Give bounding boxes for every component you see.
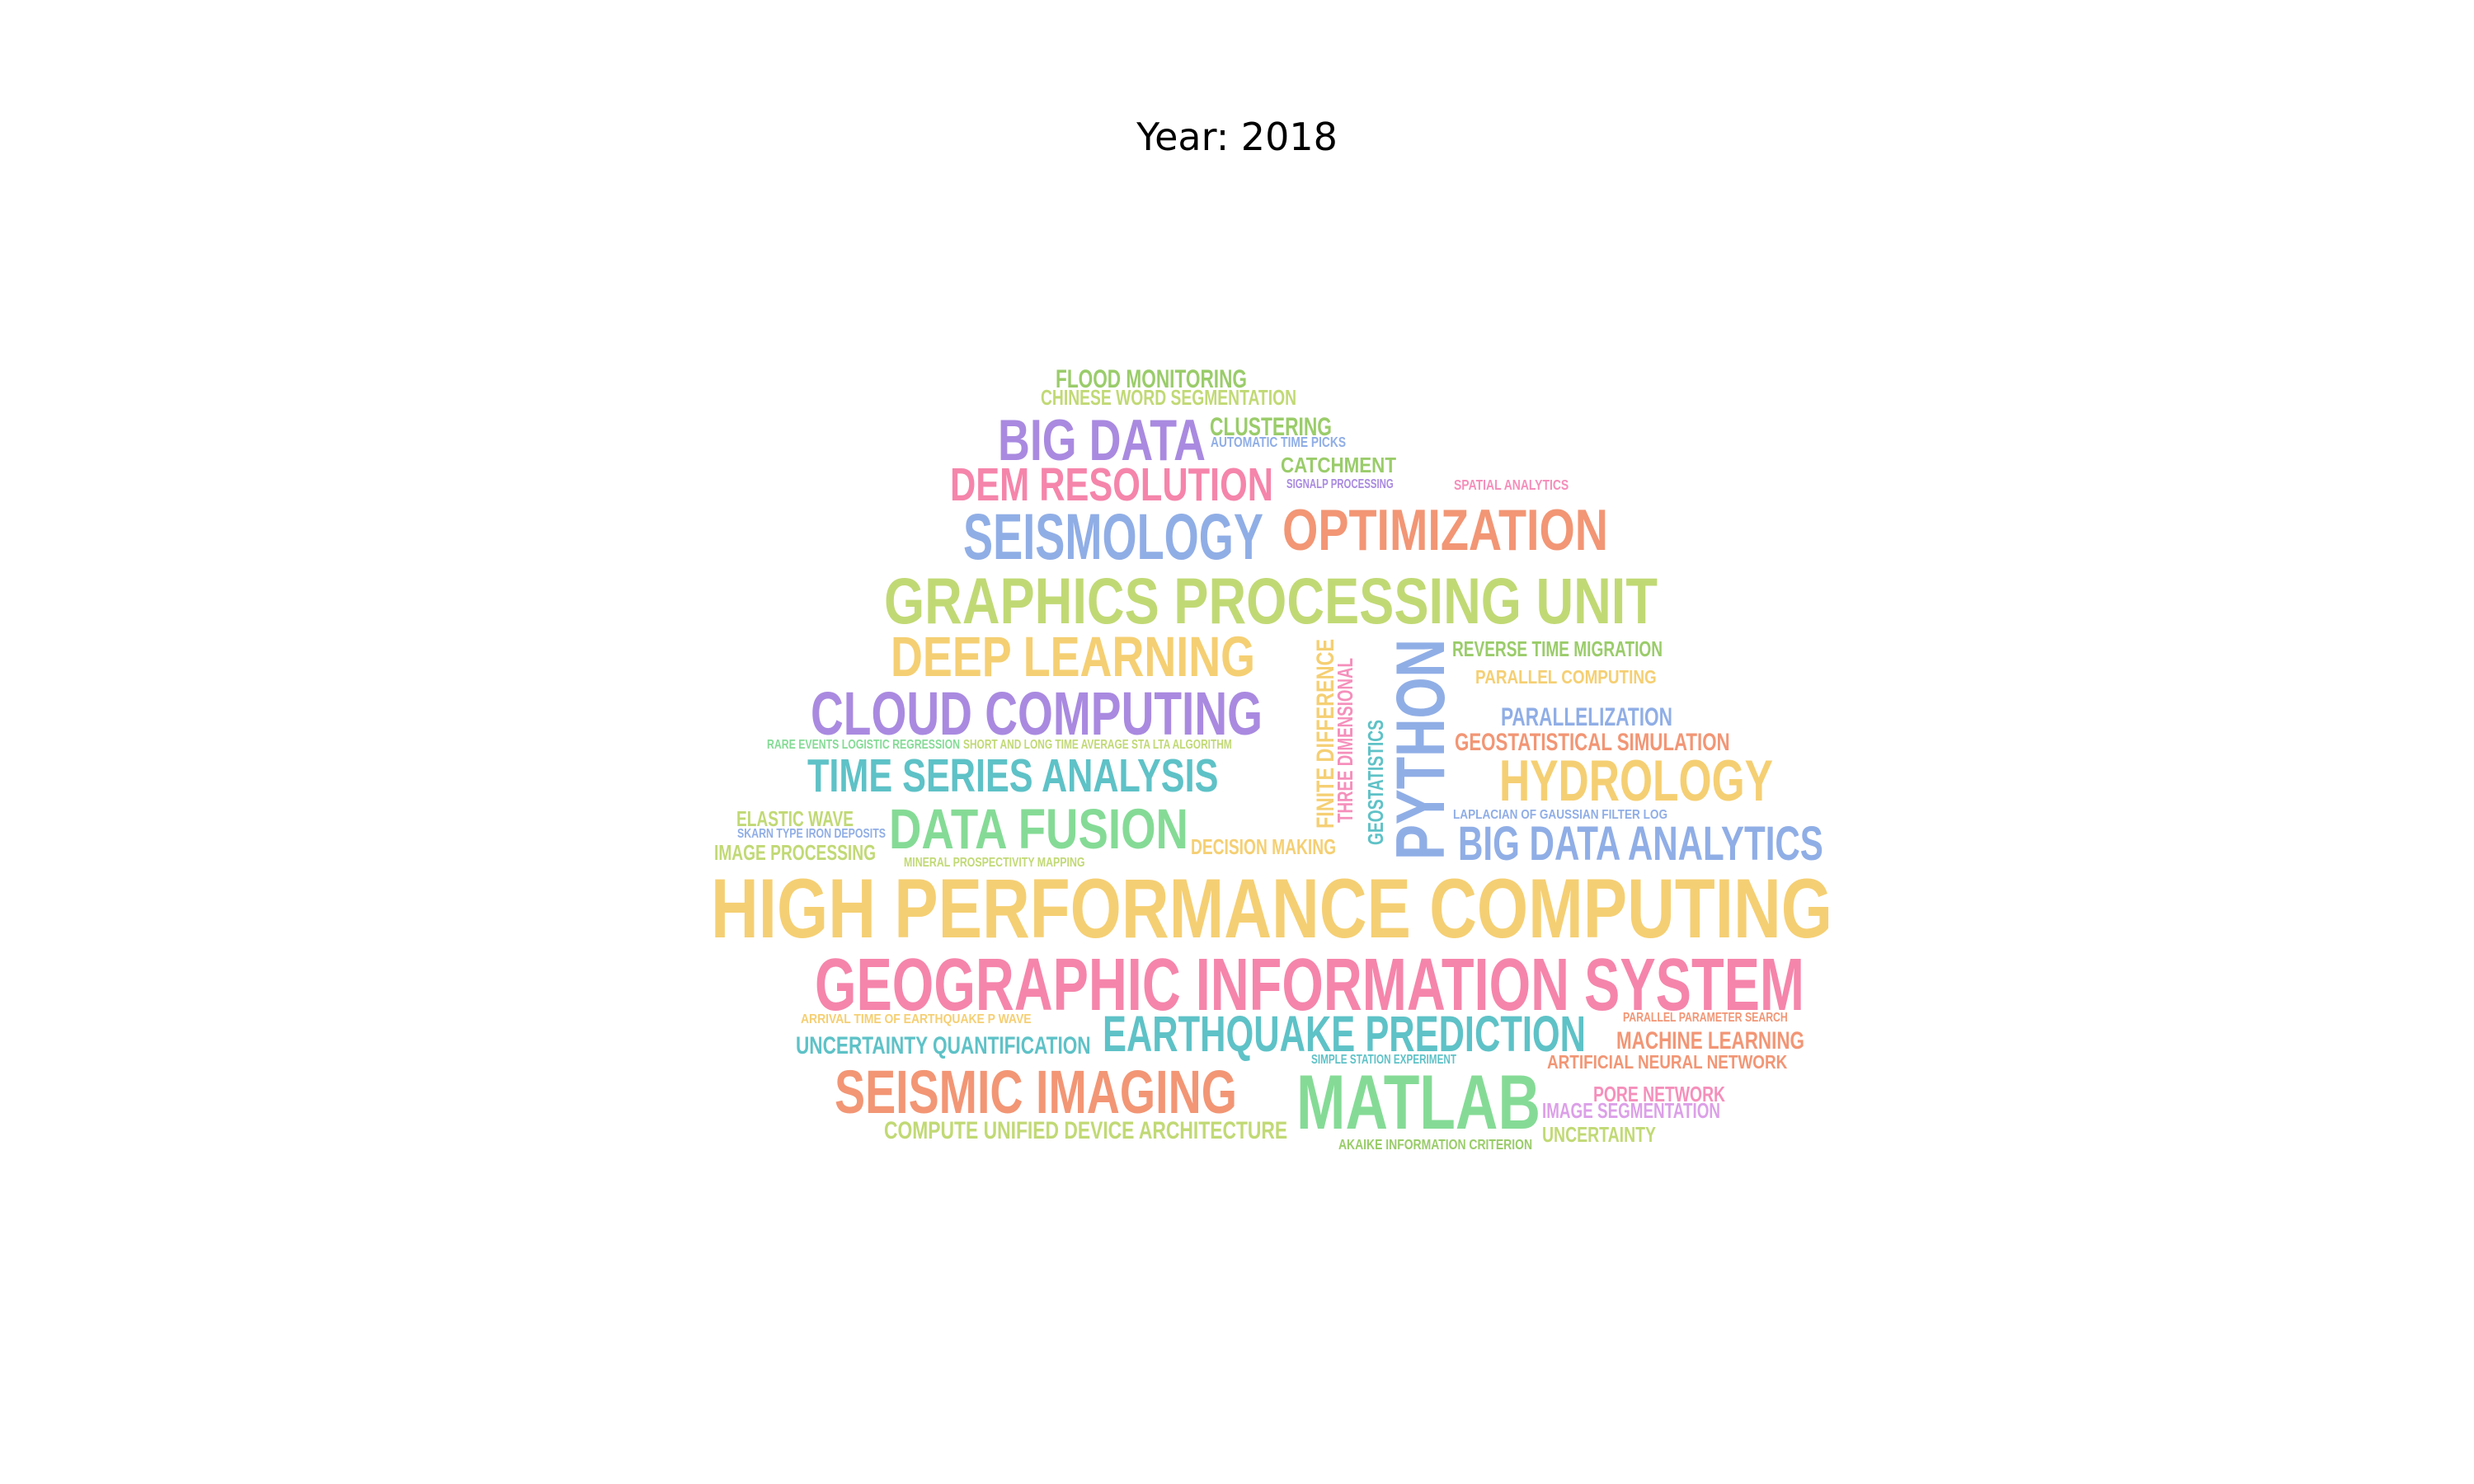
word-short-and-long-time-average-sta-lta-algorithm: SHORT AND LONG TIME AVERAGE STA LTA ALGO… (963, 738, 1232, 752)
word-earthquake-prediction: EARTHQUAKE PREDICTION (1103, 1006, 1587, 1062)
word-chinese-word-segmentation: CHINESE WORD SEGMENTATION (1041, 387, 1297, 410)
word-graphics-processing-unit: GRAPHICS PROCESSING UNIT (884, 565, 1658, 637)
word-compute-unified-device-architecture: COMPUTE UNIFIED DEVICE ARCHITECTURE (884, 1117, 1288, 1144)
word-clustering: CLUSTERING (1210, 412, 1333, 441)
word-pore-network: PORE NETWORK (1593, 1083, 1726, 1106)
word-big-data-analytics: BIG DATA ANALYTICS (1458, 817, 1823, 871)
word-optimization: OPTIMIZATION (1282, 497, 1609, 562)
word-parallelization: PARALLELIZATION (1501, 702, 1673, 731)
word-arrival-time-of-earthquake-p-wave: ARRIVAL TIME OF EARTHQUAKE P WAVE (801, 1012, 1032, 1026)
word-geostatistics: GEOSTATISTICS (1365, 719, 1388, 845)
word-laplacian-of-gaussian-filter-log: LAPLACIAN OF GAUSSIAN FILTER LOG (1453, 808, 1668, 822)
word-elastic-wave: ELASTIC WAVE (736, 808, 854, 831)
word-catchment: CATCHMENT (1281, 454, 1397, 477)
word-big-data: BIG DATA (998, 407, 1206, 472)
word-cloud-computing: CLOUD COMPUTING (811, 679, 1263, 748)
word-geostatistical-simulation: GEOSTATISTICAL SIMULATION (1455, 729, 1730, 756)
word-simple-station-experiment: SIMPLE STATION EXPERIMENT (1311, 1053, 1457, 1067)
word-data-fusion: DATA FUSION (889, 797, 1188, 861)
word-three-dimensional: THREE DIMENSIONAL (1334, 657, 1357, 823)
word-akaike-information-criterion: AKAIKE INFORMATION CRITERION (1338, 1136, 1533, 1153)
word-rare-events-logistic-regression: RARE EVENTS LOGISTIC REGRESSION (767, 738, 961, 752)
word-flood-monitoring: FLOOD MONITORING (1056, 364, 1248, 393)
word-seismology: SEISMOLOGY (963, 500, 1264, 573)
word-automatic-time-picks: AUTOMATIC TIME PICKS (1211, 434, 1347, 450)
word-uncertainty: UNCERTAINTY (1542, 1124, 1657, 1147)
word-skarn-type-iron-deposits: SKARN TYPE IRON DEPOSITS (737, 827, 887, 841)
word-spatial-analytics: SPATIAL ANALYTICS (1454, 477, 1569, 493)
word-dem-resolution: DEM RESOLUTION (950, 459, 1274, 511)
word-high-performance-computing: HIGH PERFORMANCE COMPUTING (711, 862, 1832, 956)
word-parallel-computing: PARALLEL COMPUTING (1475, 666, 1657, 688)
word-deep-learning: DEEP LEARNING (891, 625, 1256, 688)
chart-title: Year: 2018 (1136, 115, 1338, 159)
word-signalp-processing: SIGNALP PROCESSING (1286, 477, 1394, 491)
word-artificial-neural-network: ARTIFICIAL NEURAL NETWORK (1547, 1051, 1788, 1073)
word-seismic-imaging: SEISMIC IMAGING (835, 1058, 1238, 1126)
word-uncertainty-quantification: UNCERTAINTY QUANTIFICATION (796, 1032, 1091, 1059)
word-python: PYTHON (1382, 638, 1459, 860)
word-parallel-parameter-search: PARALLEL PARAMETER SEARCH (1623, 1011, 1788, 1025)
word-decision-making: DECISION MAKING (1191, 836, 1337, 859)
word-matlab: MATLAB (1296, 1059, 1541, 1145)
word-time-series-analysis: TIME SERIES ANALYSIS (807, 750, 1219, 802)
word-hydrology: HYDROLOGY (1499, 748, 1774, 813)
word-machine-learning: MACHINE LEARNING (1616, 1027, 1805, 1054)
word-image-processing: IMAGE PROCESSING (714, 842, 877, 865)
word-reverse-time-migration: REVERSE TIME MIGRATION (1452, 638, 1663, 661)
word-geographic-information-system: GEOGRAPHIC INFORMATION SYSTEM (815, 943, 1805, 1026)
word-mineral-prospectivity-mapping: MINERAL PROSPECTIVITY MAPPING (904, 856, 1085, 870)
word-image-segmentation: IMAGE SEGMENTATION (1542, 1100, 1721, 1123)
